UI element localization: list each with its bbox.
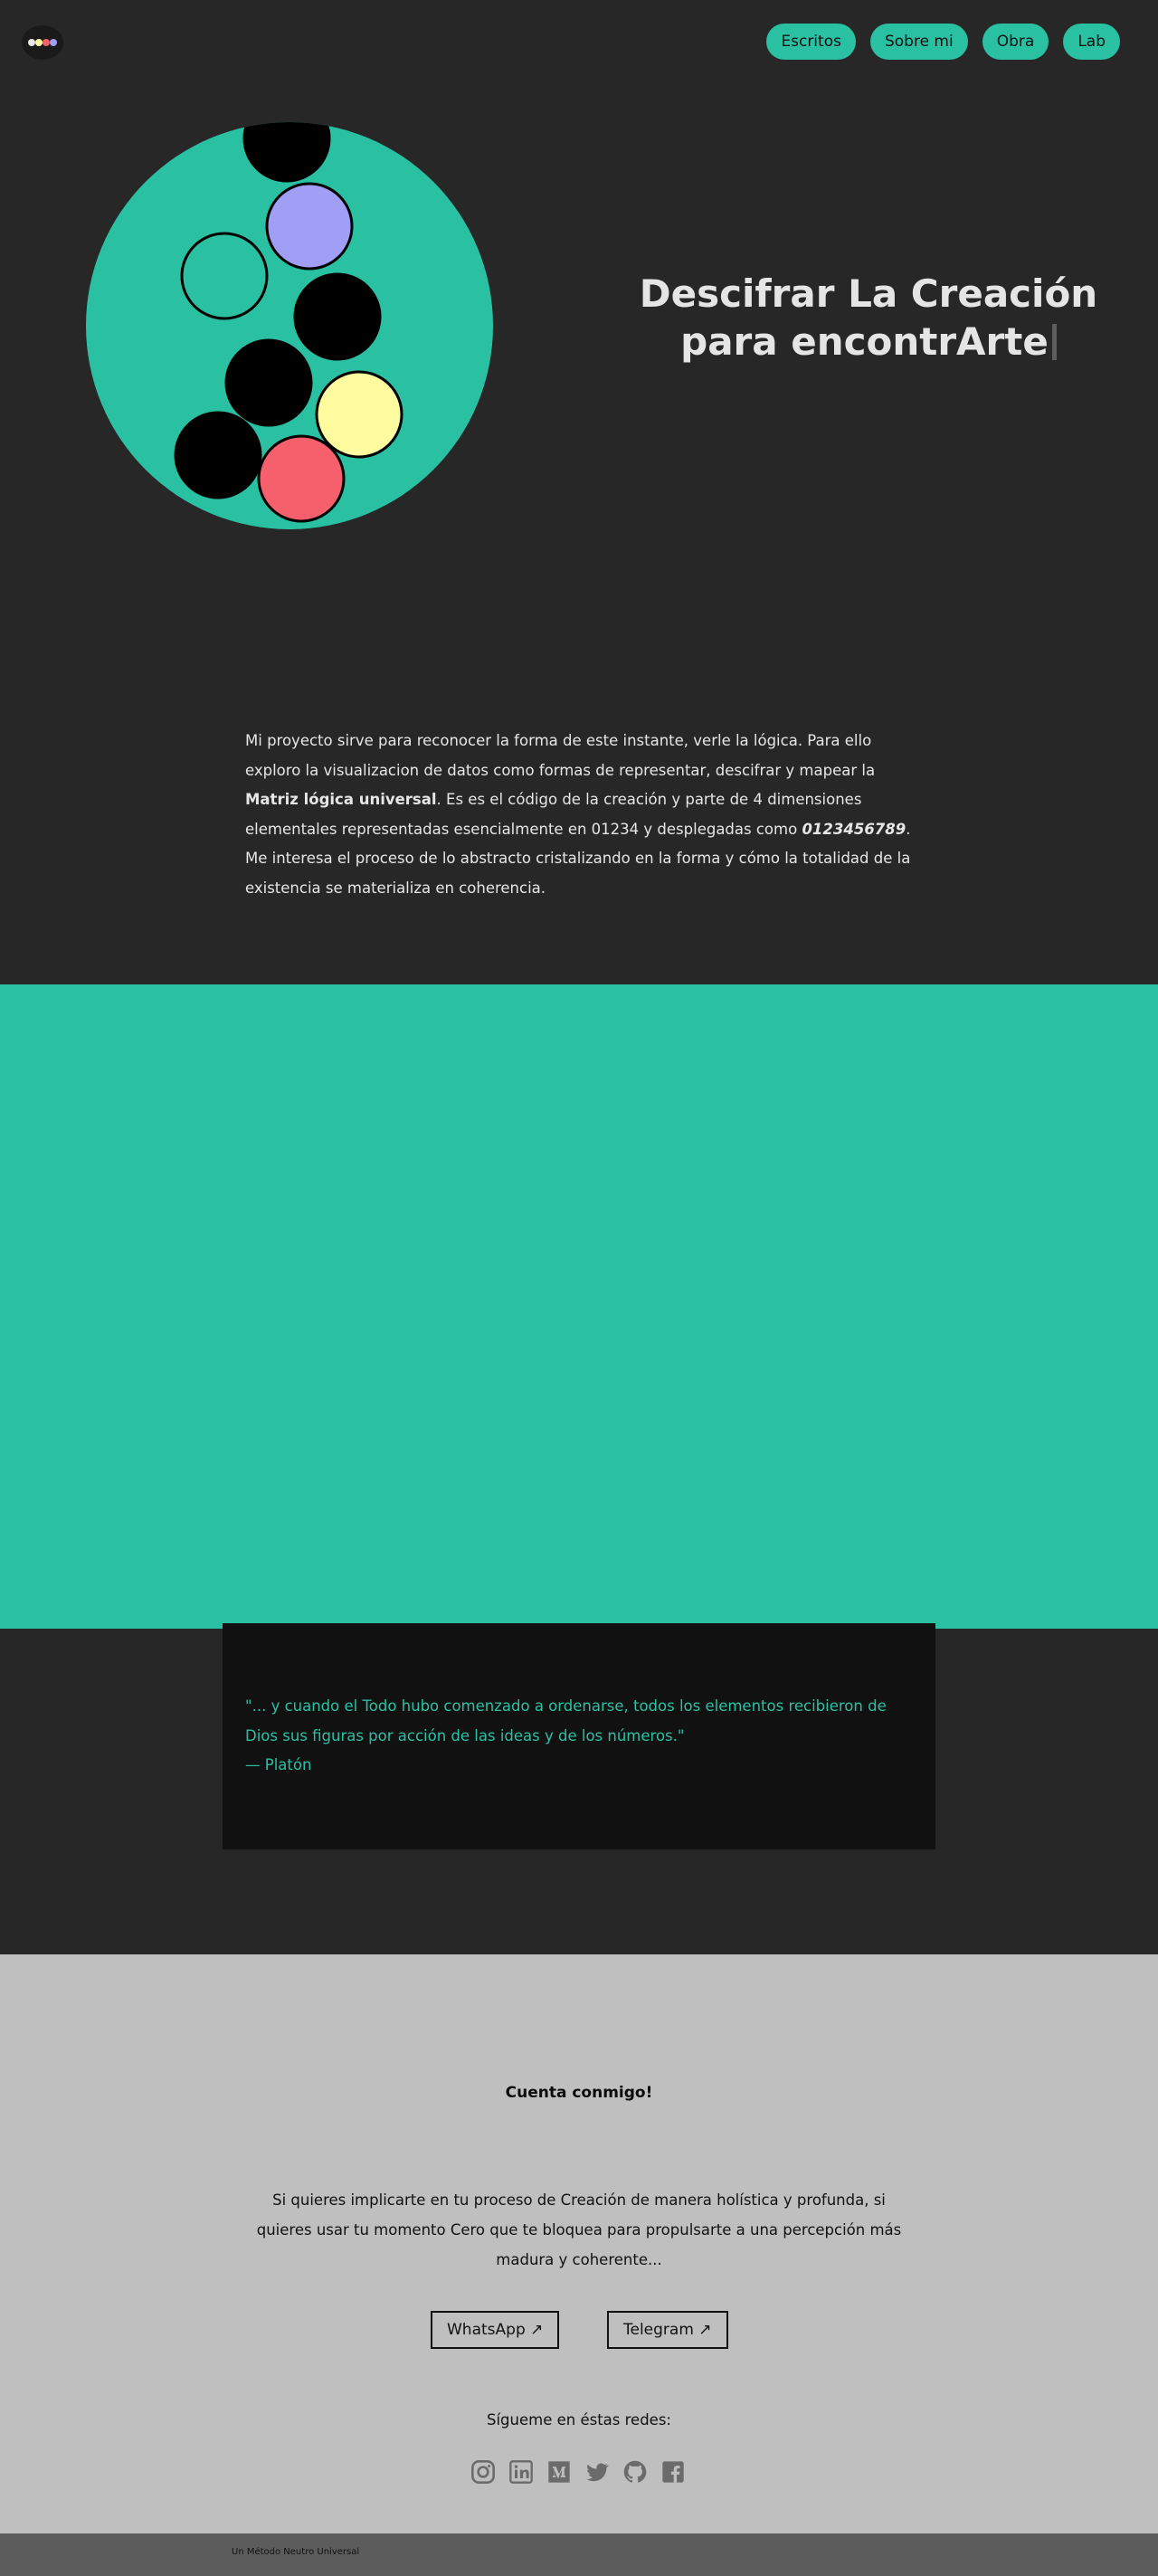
hero-black-circle	[242, 122, 331, 183]
intro-text-4: Me interesa el proceso de lo abstracto c…	[245, 850, 911, 897]
linkedin-icon[interactable]	[508, 2459, 534, 2485]
whatsapp-button[interactable]: WhatsApp ↗	[431, 2311, 560, 2349]
intro-strong: Matriz lógica universal	[245, 791, 437, 808]
hero-purple-circle	[265, 182, 354, 271]
top-nav: Escritos Sobre mi Obra Lab	[766, 24, 1120, 60]
quote-section: "... y cuando el Todo hubo comenzado a o…	[0, 1623, 1158, 1954]
nav-sobre-mi[interactable]: Sobre mi	[869, 24, 968, 60]
hero-black-circle	[224, 338, 313, 427]
typing-caret	[1051, 324, 1057, 360]
cards-section: 9 6 3 7 4 1 8 5 2 5 3 0	[0, 984, 1158, 2521]
intro-paragraph: Mi proyecto sirve para reconocer la form…	[245, 727, 924, 903]
logo[interactable]	[22, 25, 63, 60]
telegram-button[interactable]: Telegram ↗	[607, 2311, 728, 2349]
hero-circle-illustration	[86, 122, 493, 529]
logo-dot-yellow	[35, 39, 43, 46]
social-title: Sígueme en éstas redes:	[487, 2411, 671, 2429]
github-icon[interactable]	[622, 2459, 648, 2485]
contact-section: Cuenta conmigo! Si quieres implicarte en…	[0, 1954, 1158, 2533]
quote-body: "... y cuando el Todo hubo comenzado a o…	[245, 1697, 887, 1744]
nav-obra[interactable]: Obra	[982, 24, 1049, 60]
medium-icon[interactable]	[546, 2459, 572, 2485]
intro-text-2: . Es es el código de la creación y parte…	[245, 791, 862, 838]
hero-red-circle	[257, 434, 346, 523]
quote-box	[223, 1623, 935, 1849]
logo-dot-red	[43, 39, 50, 46]
twitter-icon[interactable]	[584, 2459, 610, 2485]
hero-yellow-circle	[315, 370, 403, 459]
nav-lab[interactable]: Lab	[1063, 24, 1120, 60]
intro-text-1: Mi proyecto sirve para reconocer la form…	[245, 732, 876, 779]
contact-title: Cuenta conmigo!	[505, 2084, 653, 2102]
footer-text: Un Método Neutro Universal	[232, 2547, 360, 2557]
footer: Un Método Neutro Universal	[0, 2533, 1158, 2576]
instagram-icon[interactable]	[470, 2459, 496, 2485]
quote-author: — Platón	[245, 1756, 312, 1773]
contact-text: Si quieres implicarte en tu proceso de C…	[256, 2191, 902, 2268]
hero-outline-circle	[180, 232, 269, 320]
intro-em: 0123456789	[802, 820, 906, 838]
hero-title-line1: Descifrar La Creación	[639, 271, 1098, 316]
hero-black-circle	[174, 411, 262, 499]
intro-text-3: .	[906, 820, 911, 838]
logo-dot-purple	[50, 39, 57, 46]
social-icons	[470, 2459, 686, 2485]
hero-section: Escritos Sobre mi Obra Lab Descifrar La …	[0, 0, 1158, 984]
facebook-icon[interactable]	[660, 2459, 686, 2485]
nav-escritos[interactable]: Escritos	[766, 24, 856, 60]
quote-text: "... y cuando el Todo hubo comenzado a o…	[245, 1692, 906, 1781]
hero-black-circle	[293, 272, 382, 361]
hero-title: Descifrar La Creación para encontrArte	[633, 270, 1104, 366]
hero-title-line2: para encontrArte	[680, 319, 1049, 364]
logo-dot-white	[28, 39, 35, 46]
